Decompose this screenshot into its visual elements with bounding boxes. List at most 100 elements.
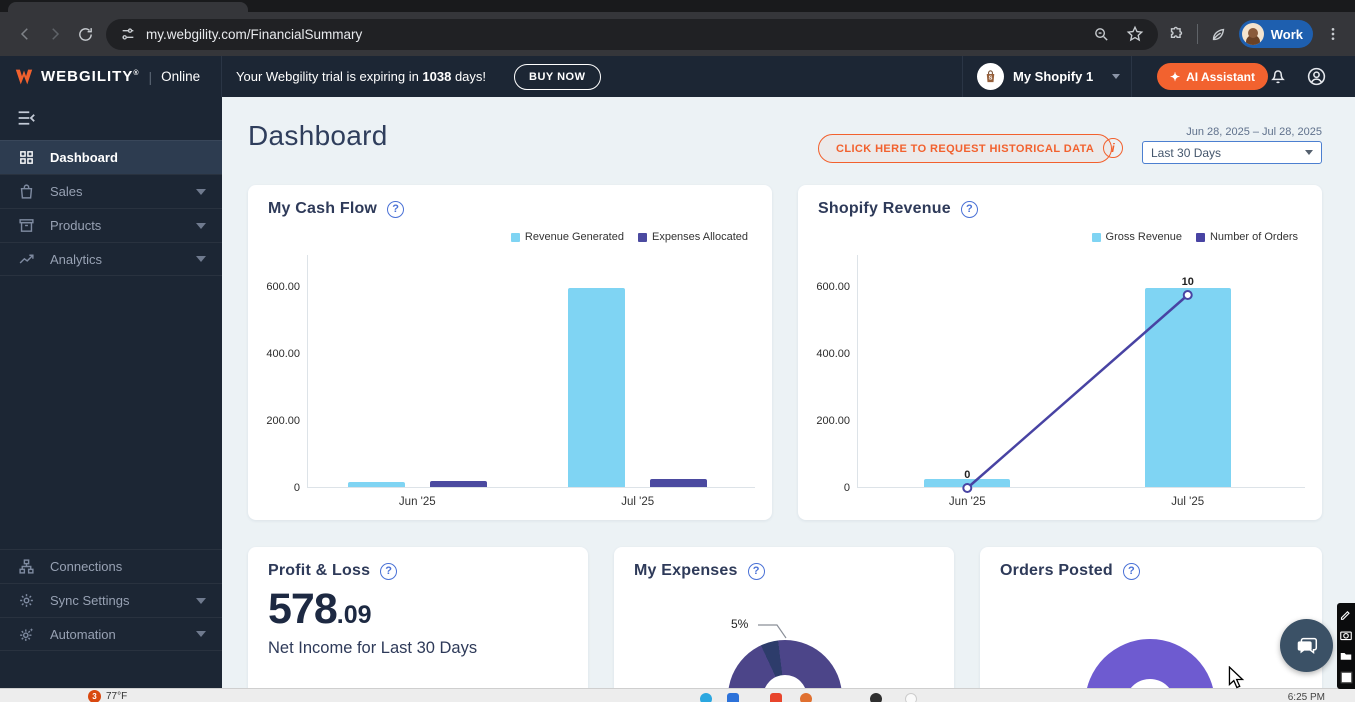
- brand-reg: ®: [133, 70, 140, 77]
- browser-toolbar: my.webgility.com/FinancialSummary Work: [0, 12, 1355, 56]
- page-title: Dashboard: [248, 120, 388, 151]
- pen-icon[interactable]: [1340, 608, 1352, 620]
- info-icon[interactable]: i: [1103, 138, 1123, 158]
- camera-icon[interactable]: [1340, 629, 1352, 641]
- chat-bubble-icon: [1297, 637, 1317, 654]
- bar-expenses-allocated: [650, 478, 708, 487]
- browser-profile-button[interactable]: Work: [1238, 20, 1313, 48]
- taskbar-app-icon[interactable]: [800, 693, 812, 702]
- trial-banner: Your Webgility trial is expiring in 1038…: [236, 56, 601, 101]
- card-shopify-revenue: Shopify Revenue ? Gross Revenue Number of…: [798, 185, 1322, 520]
- bar-revenue-generated: [347, 481, 405, 487]
- svg-text:0: 0: [964, 469, 970, 481]
- card-title: My Cash Flow: [268, 200, 378, 217]
- bar-gross-revenue: [924, 478, 1011, 487]
- zoom-icon[interactable]: [1093, 26, 1110, 43]
- trial-days: 1038: [422, 68, 452, 84]
- card-orders-posted: Orders Posted ?: [980, 547, 1322, 688]
- performance-leaf-icon[interactable]: [1210, 26, 1227, 43]
- sidebar-item-sync-settings[interactable]: Sync Settings: [0, 583, 222, 617]
- chevron-down-icon: [196, 256, 206, 262]
- address-bar[interactable]: my.webgility.com/FinancialSummary: [106, 18, 1158, 50]
- buy-now-button[interactable]: BUY NOW: [514, 63, 601, 90]
- legend-swatch: [1091, 232, 1101, 242]
- x-axis-label: Jun '25: [948, 496, 986, 508]
- extensions-icon[interactable]: [1168, 26, 1185, 43]
- legend-item: Expenses Allocated: [637, 231, 748, 243]
- taskbar-app-icon[interactable]: [870, 693, 882, 702]
- chat-widget-button[interactable]: [1280, 619, 1333, 672]
- date-range-select[interactable]: Last 30 Days: [1142, 141, 1322, 164]
- sidebar-item-sales[interactable]: Sales: [0, 174, 222, 208]
- sidebar-item-label: Dashboard: [50, 150, 118, 165]
- help-icon[interactable]: ?: [387, 200, 405, 218]
- cash-flow-chart: 600.00 400.00 200.00 0 Jun '25 Jul '25: [266, 255, 755, 508]
- taskbar-app-icon[interactable]: [700, 693, 712, 702]
- x-axis-label: Jun '25: [398, 496, 436, 508]
- sparkle-icon: ✦: [1170, 69, 1181, 84]
- ai-assistant-button[interactable]: ✦ AI Assistant: [1157, 63, 1268, 90]
- trial-text: Your Webgility trial is expiring in 1038…: [236, 68, 487, 84]
- dashboard-icon: [20, 151, 33, 164]
- reload-icon: [78, 27, 92, 41]
- date-range-label: Jun 28, 2025 – Jul 28, 2025: [1186, 126, 1322, 138]
- sidebar-nav-secondary: Connections Sync Settings Automation: [0, 549, 222, 651]
- sidebar-item-label: Sales: [50, 184, 83, 199]
- help-icon[interactable]: ?: [380, 562, 398, 580]
- folder-icon[interactable]: [1340, 650, 1352, 662]
- sidebar-item-connections[interactable]: Connections: [0, 549, 222, 583]
- weather-badge[interactable]: 3: [88, 690, 101, 702]
- sidebar-collapse-icon[interactable]: [16, 109, 36, 127]
- forward-button[interactable]: [40, 19, 70, 49]
- card-title: Shopify Revenue: [818, 200, 951, 217]
- weather-temp[interactable]: 77°F: [106, 691, 128, 702]
- y-axis-tick: 200.00: [816, 415, 850, 427]
- orders-donut-chart: [1085, 639, 1215, 688]
- taskbar-app-icon[interactable]: [905, 693, 917, 702]
- select-chevron-icon: [1305, 150, 1313, 155]
- sidebar-item-analytics[interactable]: Analytics: [0, 242, 222, 276]
- bar-revenue-generated: [568, 287, 626, 487]
- connections-icon: [19, 559, 34, 574]
- store-selector[interactable]: S My Shopify 1: [962, 56, 1132, 97]
- reload-button[interactable]: [70, 19, 100, 49]
- brand-logo[interactable]: WEBGILITY® | Online: [0, 56, 222, 97]
- taskbar-app-icon[interactable]: [727, 693, 739, 702]
- taskbar-clock[interactable]: 6:25 PM: [1287, 692, 1325, 702]
- notifications-bell-icon[interactable]: [1268, 66, 1288, 86]
- net-income-subtitle: Net Income for Last 30 Days: [268, 639, 478, 657]
- window-icon[interactable]: [1340, 671, 1353, 684]
- legend-swatch: [637, 232, 647, 242]
- browser-tab[interactable]: [8, 2, 248, 12]
- app-header: WEBGILITY® | Online Your Webgility trial…: [0, 56, 1355, 101]
- help-icon[interactable]: ?: [747, 562, 765, 580]
- profile-avatar: [1241, 23, 1264, 45]
- back-button[interactable]: [10, 19, 40, 49]
- toolbar-divider: [1196, 24, 1198, 44]
- y-axis-tick: 600.00: [266, 281, 300, 293]
- donut-hole: [763, 675, 807, 688]
- browser-tabstrip: [0, 0, 1355, 12]
- sidebar-item-automation[interactable]: Automation: [0, 617, 222, 651]
- bookmark-star-icon[interactable]: [1126, 25, 1144, 43]
- menu-dots-icon[interactable]: [1325, 26, 1341, 42]
- help-icon[interactable]: ?: [960, 200, 978, 218]
- chrome-right-controls: Work: [1168, 20, 1345, 48]
- sidebar-nav-primary: Dashboard Sales Products Analytics: [0, 140, 222, 276]
- sidebar: Dashboard Sales Products Analytics Conn: [0, 97, 222, 688]
- sidebar-item-dashboard[interactable]: Dashboard: [0, 140, 222, 174]
- request-historical-data-button[interactable]: CLICK HERE TO REQUEST HISTORICAL DATA: [818, 134, 1113, 163]
- card-my-expenses: My Expenses ? 5%: [614, 547, 954, 688]
- sidebar-item-products[interactable]: Products: [0, 208, 222, 242]
- legend-item: Number of Orders: [1195, 231, 1298, 243]
- sidebar-item-label: Automation: [50, 626, 116, 642]
- y-axis-tick: 600.00: [816, 281, 850, 293]
- sidebar-item-label: Connections: [50, 559, 123, 574]
- account-icon[interactable]: [1306, 66, 1327, 87]
- x-axis-label: Jul '25: [1171, 496, 1205, 508]
- cash-flow-legend: Revenue Generated Expenses Allocated: [510, 231, 748, 243]
- main-content: Dashboard CLICK HERE TO REQUEST HISTORIC…: [222, 97, 1355, 688]
- taskbar-app-icon[interactable]: [770, 693, 782, 702]
- legend-item: Gross Revenue: [1091, 231, 1182, 243]
- help-icon[interactable]: ?: [1122, 562, 1140, 580]
